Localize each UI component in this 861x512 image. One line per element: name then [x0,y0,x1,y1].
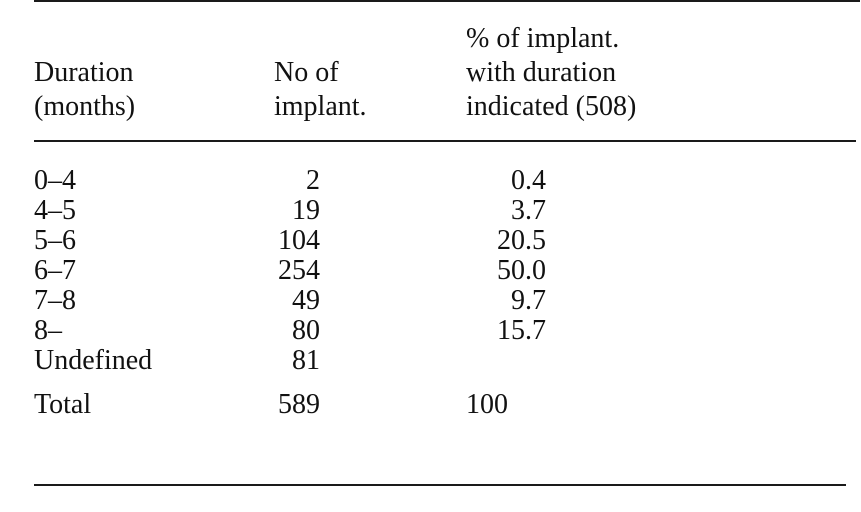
column-header-percent: % of implant. with duration indicated (5… [466,22,636,124]
number-cell: 81 [292,345,320,376]
column-gap [320,256,470,286]
duration-cell: 5–6 [34,225,76,256]
number-cell: 49 [292,285,320,316]
number-cell: 2 [306,165,320,196]
total-percent: 100 [466,389,508,420]
header-line: (months) [34,91,136,122]
percent-cell: 50.0 [497,255,546,286]
header-line: No of [274,57,339,88]
table-total-row: Total 589 100 [34,390,566,420]
percent-cell: 0.4 [511,165,546,196]
table-top-rule [34,0,860,2]
table-row: 4–5 19 3.7 [34,196,566,226]
table-row: 5–6 104 20.5 [34,226,566,256]
column-header-duration: Duration (months) [34,56,135,124]
column-gap [320,316,470,346]
duration-cell: 4–5 [34,195,76,226]
table-row: 6–7 254 50.0 [34,256,566,286]
number-cell: 104 [278,225,320,256]
column-gap [320,226,470,256]
table-row: 0–4 2 0.4 [34,166,566,196]
number-cell: 254 [278,255,320,286]
column-gap [320,346,470,376]
percent-cell [470,346,546,376]
number-cell: 80 [292,315,320,346]
table-row: 8– 80 15.7 [34,316,566,346]
column-gap [320,390,466,420]
table-row: Undefined 81 [34,346,566,376]
column-header-number: No of implant. [274,56,367,124]
column-gap [320,286,470,316]
percent-cell: 3.7 [511,195,546,226]
total-number: 589 [278,389,320,420]
table-header-rule [34,140,856,142]
table-bottom-rule [34,484,846,486]
column-gap [320,166,470,196]
duration-cell: Undefined [34,345,153,376]
number-cell: 19 [292,195,320,226]
total-label: Total [34,389,92,420]
header-line: % of implant. [466,23,620,54]
header-line: Duration [34,57,134,88]
percent-cell: 15.7 [497,315,546,346]
percent-cell: 20.5 [497,225,546,256]
table-row: 7–8 49 9.7 [34,286,566,316]
header-line: indicated (508) [466,91,637,122]
duration-cell: 6–7 [34,255,76,286]
duration-cell: 7–8 [34,285,76,316]
header-line: with duration [466,57,617,88]
duration-cell: 0–4 [34,165,76,196]
duration-cell: 8– [34,315,62,346]
percent-cell: 9.7 [511,285,546,316]
header-line: implant. [274,91,367,122]
column-gap [320,196,470,226]
table-body: 0–4 2 0.4 4–5 19 3.7 5–6 104 20.5 6–7 25… [34,166,566,420]
